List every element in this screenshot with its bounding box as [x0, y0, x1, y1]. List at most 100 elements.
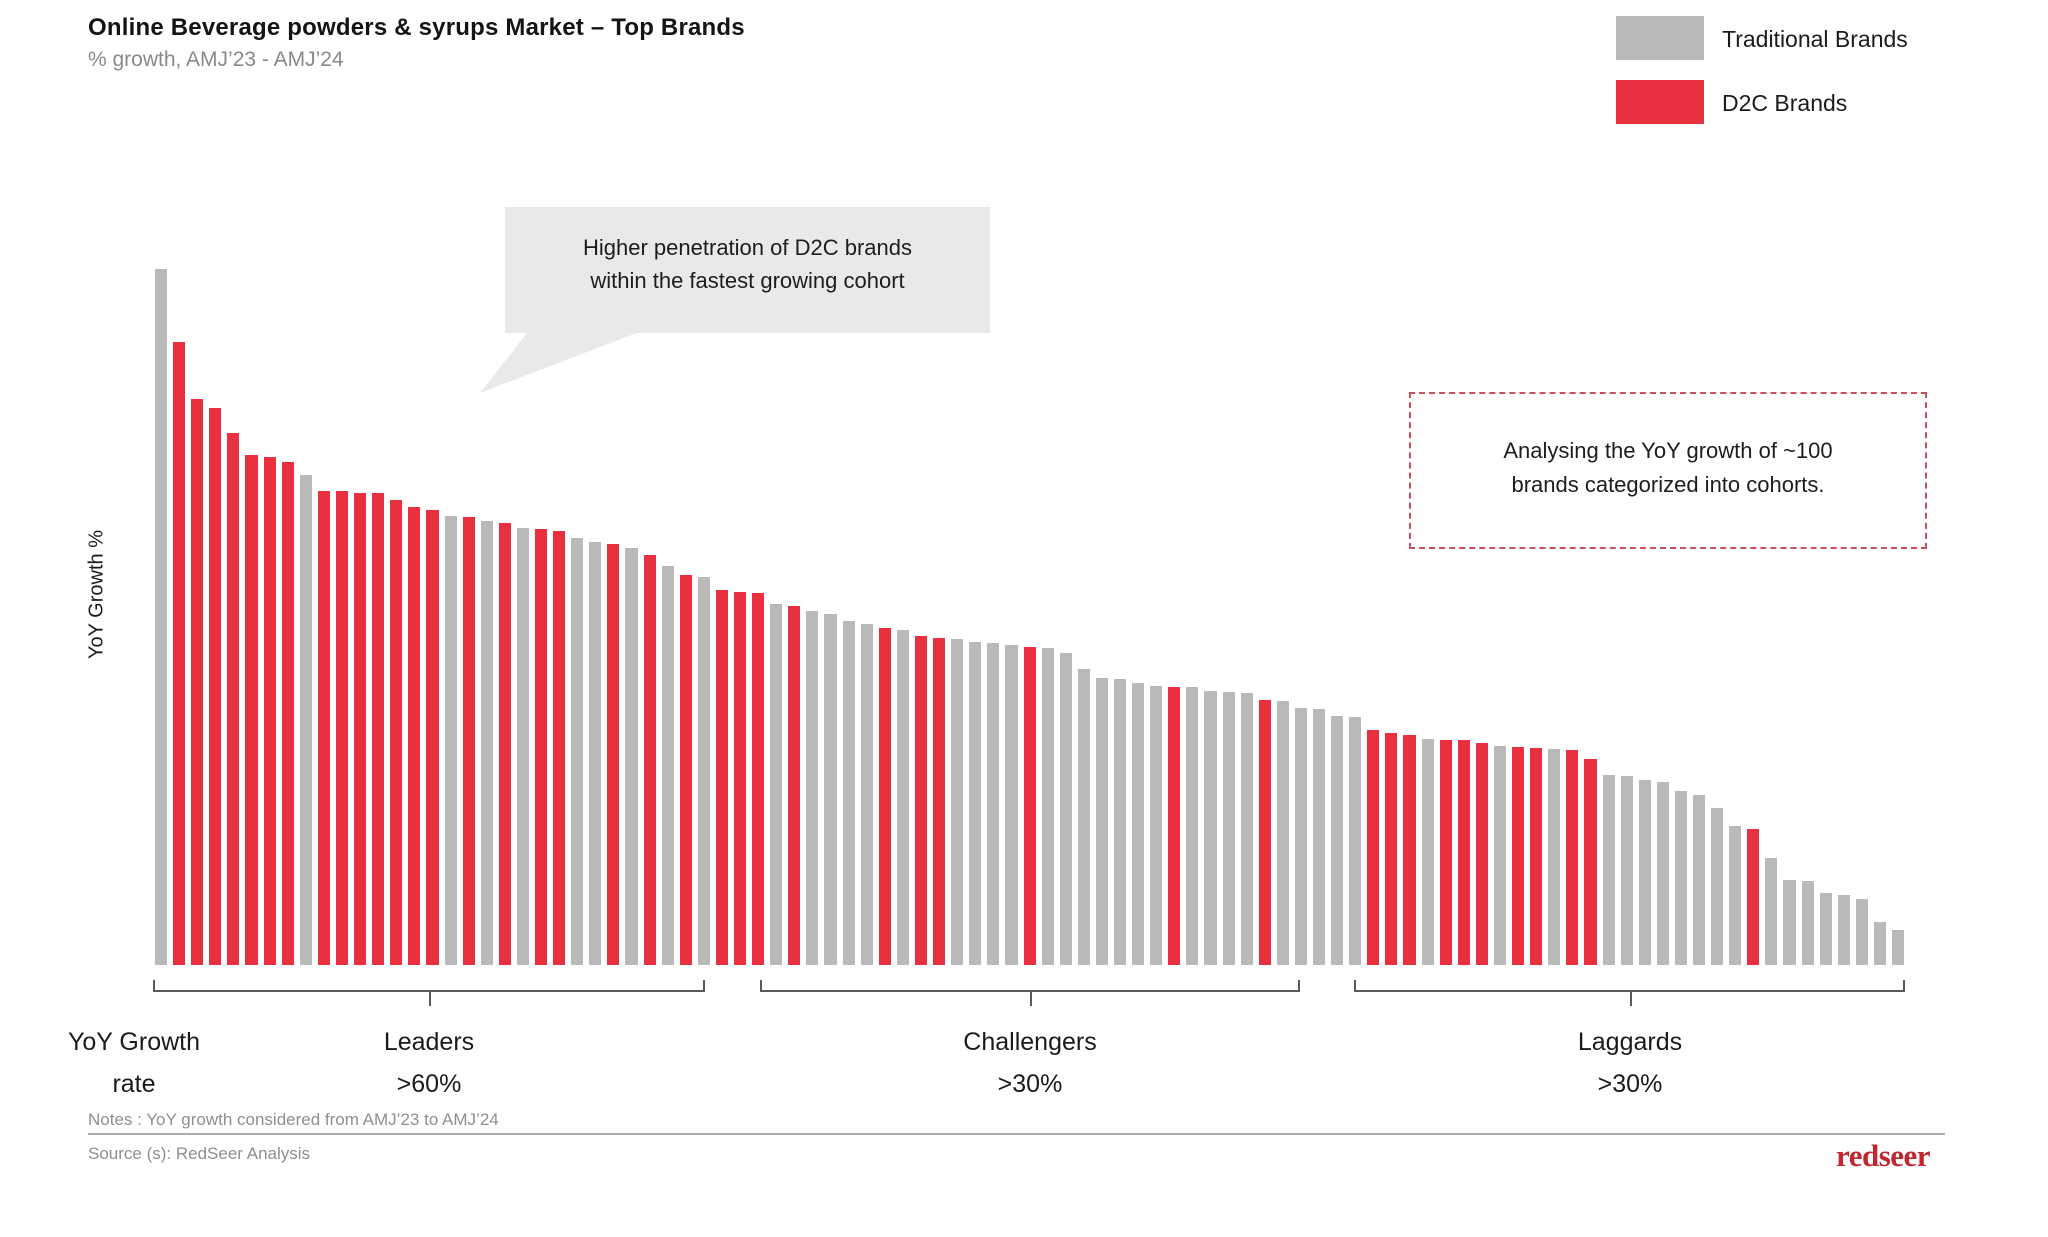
bar-traditional [1801, 880, 1814, 965]
bar-traditional [806, 610, 819, 965]
bar-traditional [1059, 653, 1072, 965]
bar-traditional [625, 547, 638, 965]
bar-d2c [715, 590, 728, 965]
bar-traditional [1892, 929, 1905, 965]
bar-traditional [697, 577, 710, 965]
bar-d2c [1457, 740, 1470, 965]
bar-traditional [1294, 708, 1307, 965]
bar-d2c [354, 493, 367, 965]
bar-traditional [299, 475, 312, 965]
bar-d2c [191, 399, 204, 965]
bracket-tick [1030, 992, 1032, 1006]
bar-d2c [372, 493, 385, 965]
bracket-tick [429, 992, 431, 1006]
bar-d2c [462, 517, 475, 965]
bar-d2c [534, 529, 548, 965]
bar-d2c [1385, 733, 1398, 965]
cohort-axis-title-line2: rate [112, 1070, 156, 1098]
cohort-threshold-leaders: >60% [396, 1070, 462, 1098]
cohort-axis-title-line1: YoY Growth [67, 1028, 201, 1056]
bar-d2c [390, 500, 403, 965]
bar-d2c [281, 461, 294, 965]
bar-d2c [1258, 700, 1271, 965]
bar-traditional [516, 528, 529, 965]
callout-line-2: within the fastest growing cohort [590, 268, 905, 293]
bar-chart [155, 265, 1910, 965]
bar-traditional [1005, 644, 1018, 965]
bar-traditional [1313, 709, 1326, 965]
bar-d2c [679, 574, 692, 965]
bar-traditional [1222, 692, 1235, 965]
bar-traditional [860, 624, 873, 965]
bar-traditional [969, 642, 982, 965]
bar-traditional [1692, 795, 1706, 965]
bar-d2c [1367, 730, 1380, 965]
y-axis-label: YoY Growth % [85, 530, 108, 659]
bar-traditional [1638, 780, 1651, 965]
bar-d2c [1168, 686, 1181, 965]
bar-traditional [1276, 701, 1289, 965]
bar-d2c [1530, 747, 1543, 965]
bar-d2c [734, 592, 747, 965]
bar-traditional [1113, 678, 1127, 965]
analysis-line-1: Analysing the YoY growth of ~100 [1503, 438, 1833, 463]
callout-text: Higher penetration of D2C brands within … [505, 231, 990, 297]
bar-traditional [1783, 880, 1796, 965]
bar-traditional [987, 642, 1000, 965]
cohort-bracket-leaders [153, 980, 705, 1006]
bar-traditional [951, 639, 964, 965]
bar-d2c [788, 606, 801, 965]
bar-traditional [824, 614, 837, 965]
cohort-threshold-challengers: >30% [997, 1070, 1063, 1098]
bar-traditional [1331, 716, 1344, 965]
callout-line-1: Higher penetration of D2C brands [583, 235, 912, 260]
bar-d2c [1566, 750, 1579, 965]
bar-d2c [914, 635, 928, 965]
bar-traditional [661, 565, 674, 965]
analysis-box: Analysing the YoY growth of ~100 brands … [1409, 392, 1927, 549]
analysis-text: Analysing the YoY growth of ~100 brands … [1411, 434, 1925, 502]
bar-d2c [752, 592, 765, 965]
bar-d2c [643, 555, 656, 965]
bar-traditional [1186, 687, 1199, 965]
bar-d2c [1512, 746, 1525, 965]
bar-d2c [426, 510, 439, 965]
analysis-line-2: brands categorized into cohorts. [1511, 472, 1825, 497]
bar-traditional [1095, 678, 1108, 965]
bar-traditional [1602, 775, 1615, 965]
cohort-name-laggards: Laggards [1577, 1028, 1683, 1056]
bar-d2c [933, 638, 946, 965]
bar-d2c [335, 490, 349, 965]
bar-d2c [1439, 739, 1452, 965]
cohort-name-challengers: Challengers [963, 1028, 1097, 1056]
notes-text: Notes : YoY growth considered from AMJ’2… [88, 1110, 499, 1129]
bar-traditional [1204, 691, 1217, 965]
bar-traditional [444, 515, 457, 965]
bar-traditional [480, 521, 493, 965]
bar-traditional [1493, 746, 1507, 965]
bar-traditional [589, 542, 602, 965]
bar-traditional [1548, 749, 1561, 965]
bar-traditional [1819, 893, 1832, 965]
bar-traditional [1729, 825, 1742, 965]
cohort-bracket-challengers [760, 980, 1300, 1006]
bar-traditional [1656, 782, 1669, 965]
footer-divider [88, 1133, 1945, 1135]
bar-traditional [1132, 683, 1145, 965]
bar-d2c [227, 433, 240, 965]
bar-d2c [498, 522, 511, 965]
page-subtitle: % growth, AMJ’23 - AMJ’24 [88, 48, 344, 71]
bar-traditional [1837, 895, 1850, 965]
bar-traditional [842, 621, 855, 965]
legend-label-d2c: D2C Brands [1722, 90, 1848, 116]
bar-traditional [1711, 807, 1724, 965]
bar-traditional [896, 630, 909, 965]
bar-traditional [1041, 648, 1054, 965]
bar-d2c [263, 457, 276, 965]
bar-d2c [1023, 647, 1036, 965]
cohort-threshold-laggards: >30% [1597, 1070, 1663, 1098]
bar-traditional [155, 268, 168, 965]
bar-d2c [1584, 759, 1597, 965]
callout-bubble: Higher penetration of D2C brands within … [505, 207, 990, 333]
